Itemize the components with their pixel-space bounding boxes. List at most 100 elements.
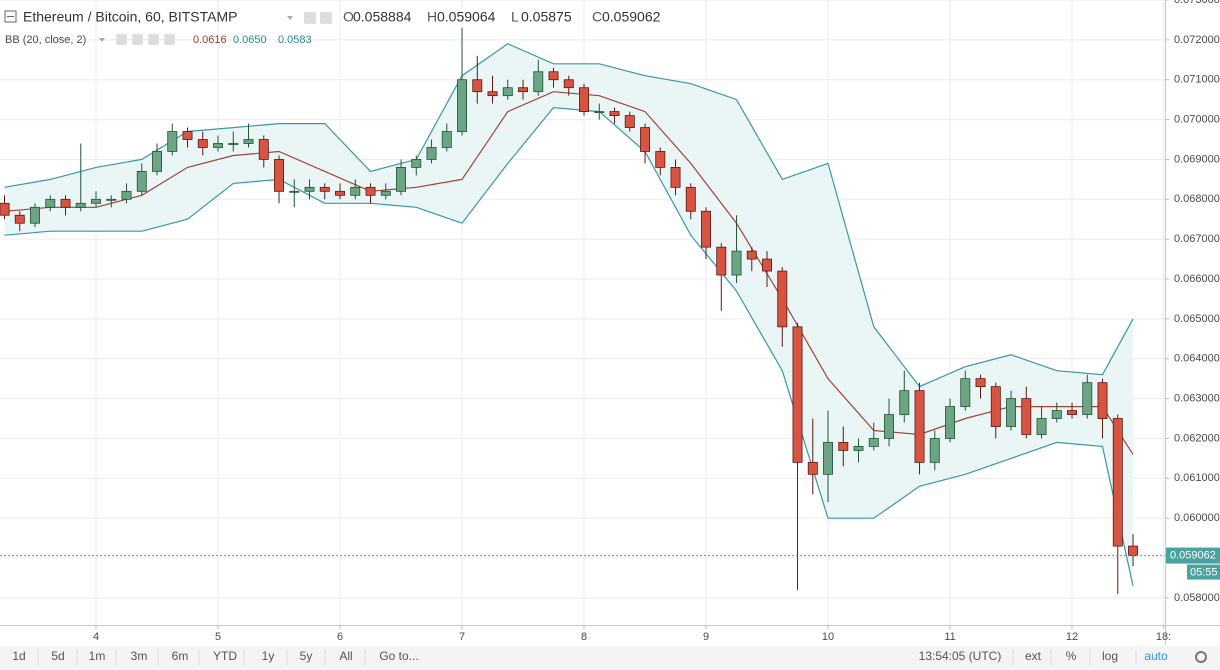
candle-body [975, 378, 986, 388]
candle-body [853, 446, 864, 451]
range-button[interactable]: 5y [300, 649, 313, 663]
clock: 13:54:05 (UTC) [919, 649, 1002, 663]
indicator-icon[interactable] [164, 34, 175, 45]
ohlc-value: 0.058884 [353, 9, 412, 25]
candle-body [258, 139, 269, 160]
option-button[interactable]: log [1102, 649, 1118, 663]
indicator-icon[interactable] [132, 34, 143, 45]
y-tick-label: 0.066000 [1174, 273, 1220, 285]
candle-body [319, 186, 330, 192]
last-price-box [1166, 547, 1220, 564]
settings-icon[interactable] [304, 12, 316, 24]
candle-body [624, 115, 635, 128]
band-lower [4, 106, 1134, 587]
candle-body [228, 143, 239, 145]
y-tick-label: 0.063000 [1174, 393, 1220, 405]
range-button[interactable]: 5d [51, 649, 64, 663]
axes: 0.0580000.0590000.0600000.0610000.062000… [0, 0, 1220, 643]
candle-body [579, 87, 590, 113]
candle-body [289, 190, 300, 193]
x-tick-label: 18: [1156, 631, 1171, 643]
range-button[interactable]: All [339, 649, 352, 663]
dropdown-arrow[interactable] [287, 16, 293, 20]
candle-body [1097, 382, 1108, 419]
range-button[interactable]: 1m [89, 649, 106, 663]
range-button[interactable]: 3m [131, 649, 148, 663]
candle-body [868, 438, 879, 447]
candle-body [426, 147, 437, 160]
candle-body [1036, 418, 1047, 435]
x-tick-label: 9 [703, 631, 709, 643]
candle-body [1112, 418, 1123, 547]
candle-body [182, 131, 193, 140]
close-icon[interactable] [320, 12, 332, 24]
settings-gear[interactable] [1195, 651, 1207, 663]
candle-body [1128, 545, 1139, 557]
x-tick-label: 10 [822, 631, 834, 643]
candle-body [441, 131, 452, 148]
candle-body [396, 167, 406, 192]
y-tick-label: 0.062000 [1174, 432, 1220, 444]
ohlc-label: O [343, 9, 354, 25]
ohlc-value: 0.05875 [521, 9, 572, 25]
candle-body [762, 258, 773, 272]
range-button[interactable]: 1d [12, 649, 25, 663]
dropdown-arrow[interactable] [99, 38, 105, 42]
candle-body [197, 139, 208, 148]
candle-body [685, 186, 696, 212]
candle-body [518, 87, 528, 93]
x-tick-label: 5 [215, 631, 221, 643]
x-tick-label: 12 [1066, 631, 1078, 643]
candle-body [838, 442, 849, 451]
range-button[interactable]: 6m [172, 649, 189, 663]
toolbar-items: 1d 5d 1m 3m 6m YTD 1y 5y All Go to... 13:54:05 (UT… [12, 649, 1168, 665]
candles [0, 27, 1139, 594]
indicator-value: 0.0650 [233, 34, 267, 46]
candle-body [91, 198, 101, 204]
indicator-icon[interactable] [116, 34, 127, 45]
candle-body [640, 127, 651, 152]
x-tick-label: 6 [337, 631, 343, 643]
candle-body [777, 270, 788, 328]
option-button[interactable]: % [1066, 649, 1077, 663]
candle-body [121, 190, 132, 200]
candle-body [609, 111, 620, 116]
candle-body [807, 461, 818, 475]
candle-body [350, 186, 361, 196]
range-button[interactable]: 1y [262, 649, 275, 663]
indicator-label[interactable]: BB (20, close, 2) [5, 34, 86, 46]
ohlc-label: C [592, 9, 602, 25]
candle-body [380, 190, 391, 196]
candle-body [152, 151, 162, 172]
y-tick-label: 0.061000 [1174, 472, 1220, 484]
candle-body [792, 326, 803, 463]
candle-body [502, 87, 513, 97]
option-button[interactable]: ext [1025, 649, 1042, 663]
y-tick-label: 0.070000 [1174, 113, 1220, 125]
candle-body [716, 246, 727, 276]
indicator-icon[interactable] [148, 34, 159, 45]
candle-body [1006, 398, 1017, 427]
candle-body [823, 442, 834, 475]
candle-body [899, 390, 910, 415]
goto-button[interactable]: Go to... [379, 649, 418, 663]
ohlc-value: 0.059062 [602, 9, 661, 25]
symbol-title[interactable]: Ethereum / Bitcoin, 60, BITSTAMP [23, 9, 237, 25]
candle-body [472, 79, 483, 93]
x-tick-label: 8 [581, 631, 587, 643]
range-button[interactable]: YTD [213, 649, 237, 663]
y-tick-label: 0.071000 [1174, 74, 1220, 86]
toolbar [0, 646, 1220, 670]
candle-body [1082, 382, 1093, 415]
y-tick-label: 0.064000 [1174, 353, 1220, 365]
candle-body [655, 151, 666, 168]
option-button[interactable]: auto [1144, 649, 1168, 663]
candle-body [960, 378, 971, 407]
y-tick-label: 0.069000 [1174, 153, 1220, 165]
candle-body [106, 198, 117, 201]
candle-body [701, 210, 712, 248]
bollinger-bands [4, 43, 1134, 587]
candle-body [30, 206, 40, 224]
candle-body [563, 79, 574, 89]
